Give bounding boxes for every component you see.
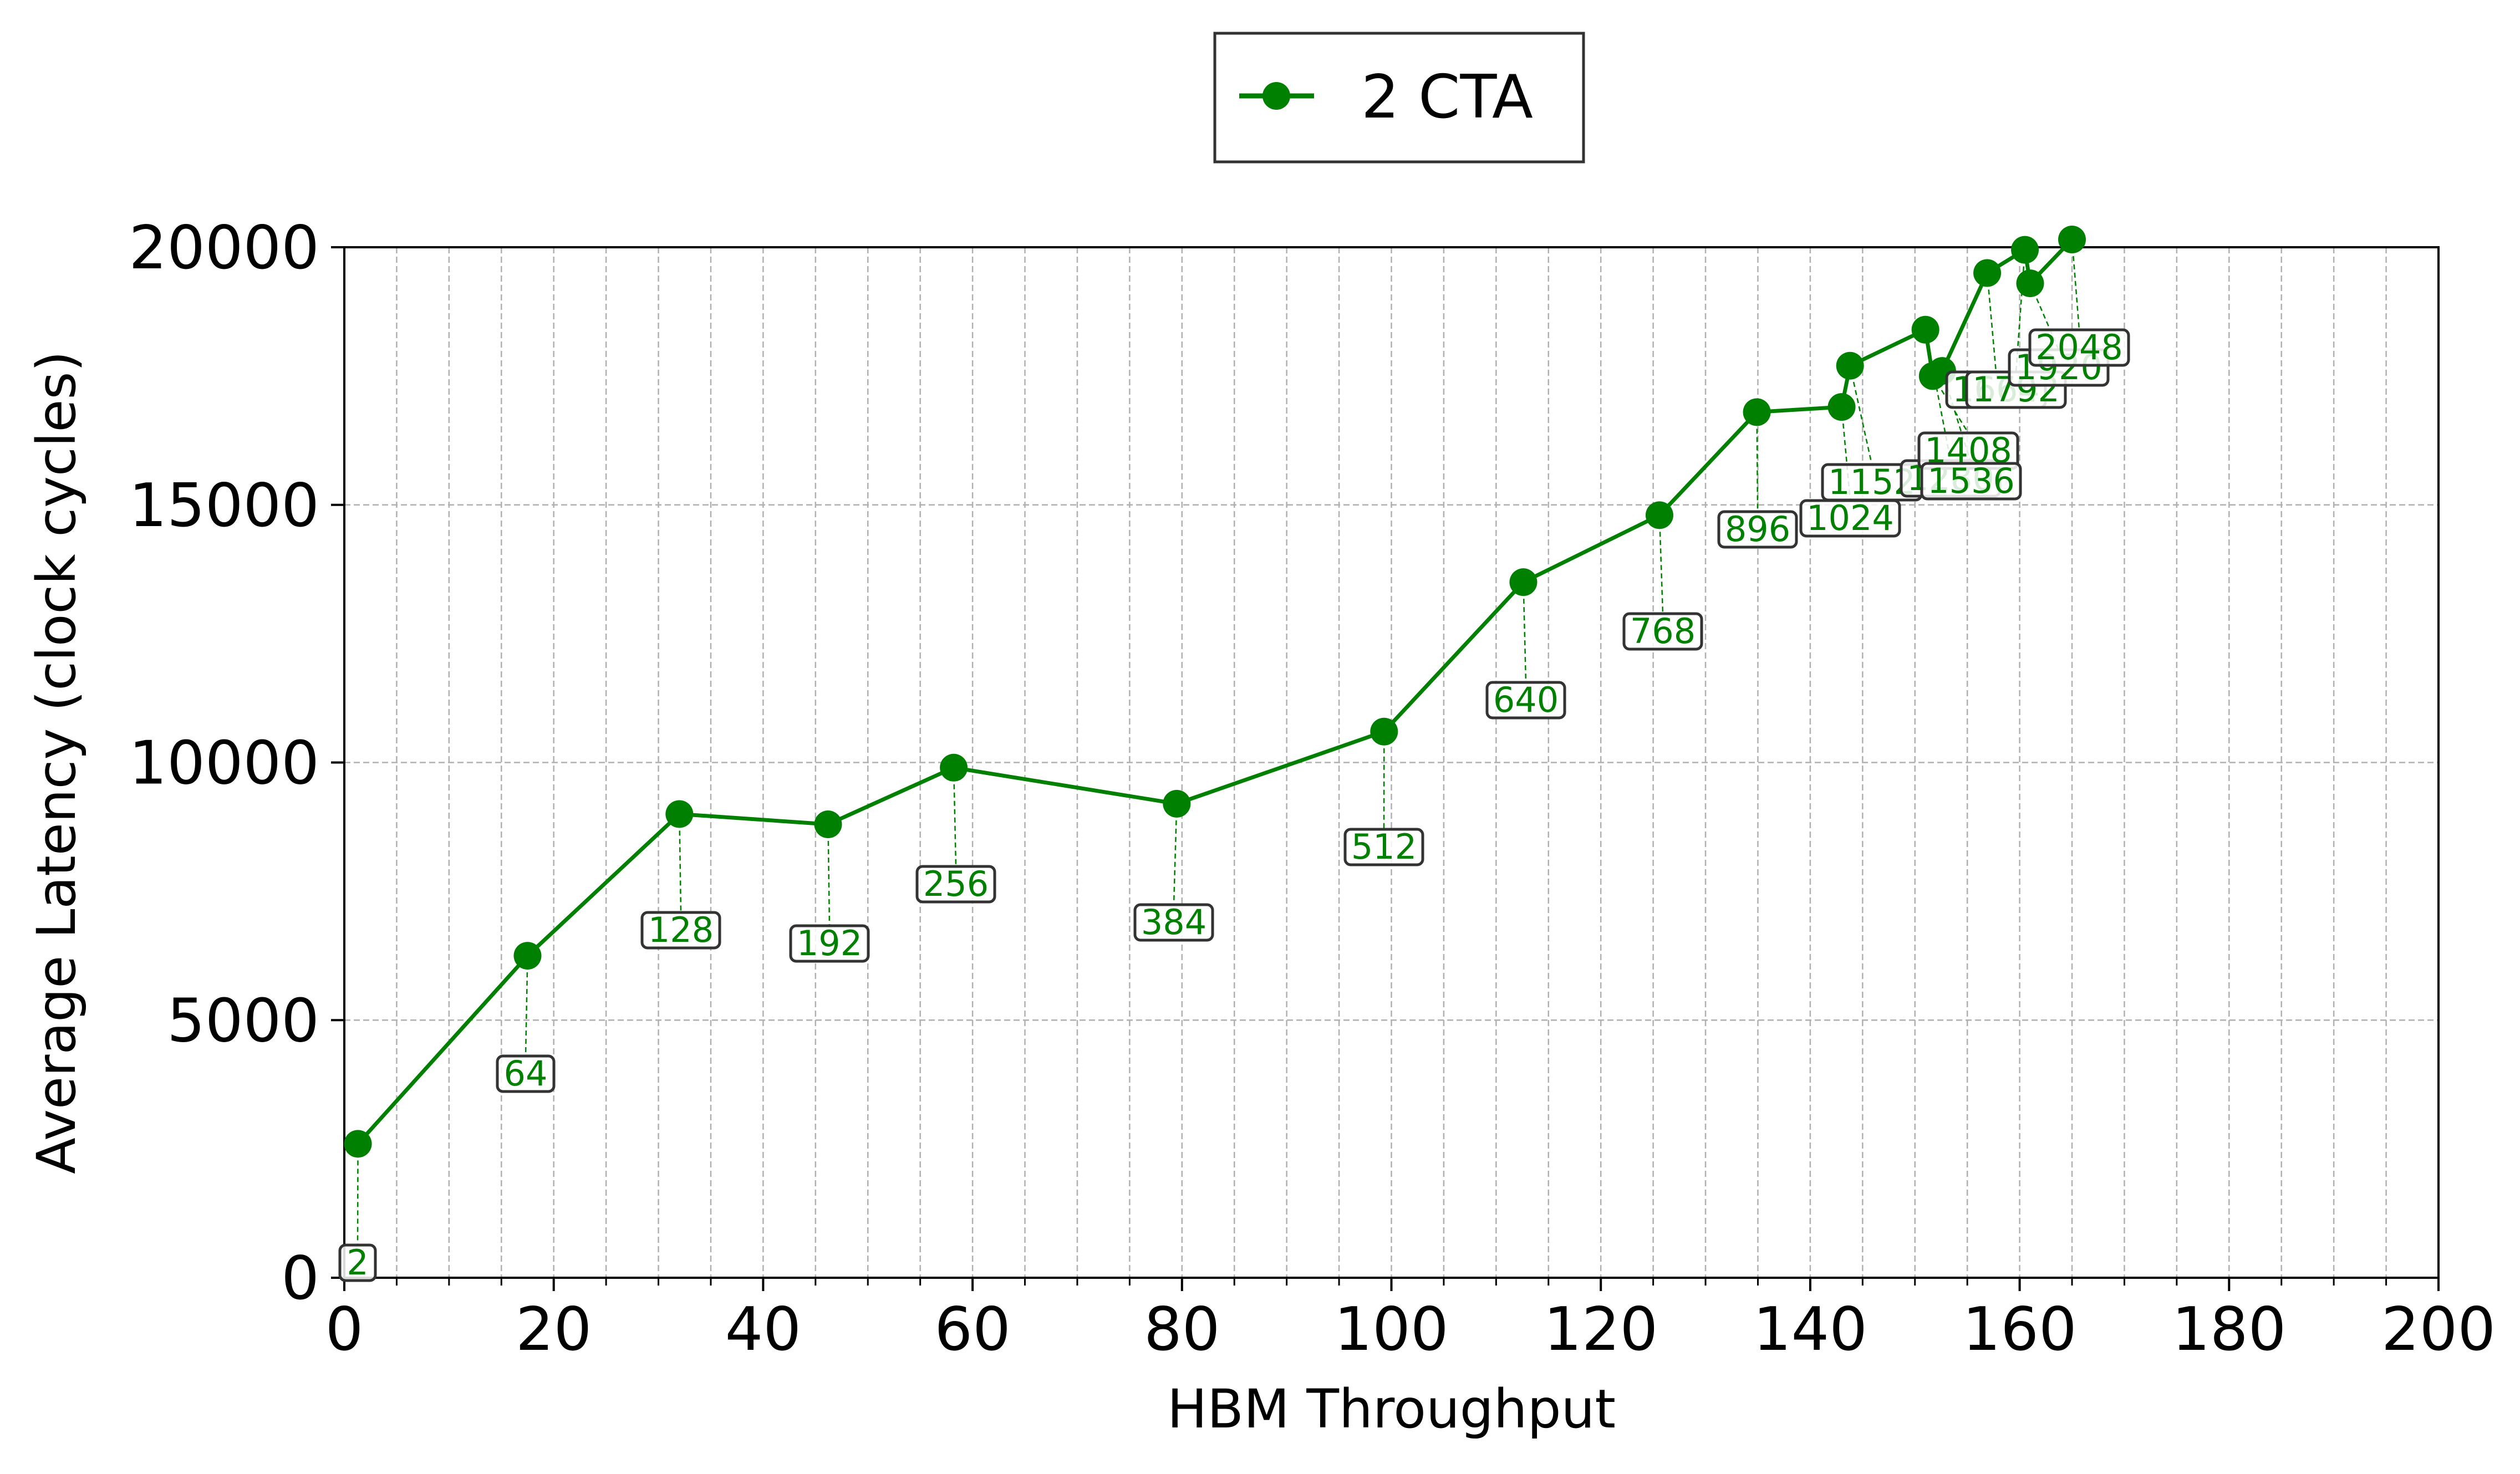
data-point — [814, 810, 842, 838]
data-label: 640 — [1487, 680, 1565, 720]
data-point — [513, 942, 541, 970]
data-label: 768 — [1624, 611, 1702, 651]
x-tick-label: 60 — [934, 1295, 1010, 1364]
data-label: 64 — [497, 1053, 554, 1094]
x-axis-title: HBM Throughput — [1167, 1378, 1616, 1440]
data-point — [1509, 568, 1537, 596]
x-tick-label: 80 — [1144, 1295, 1220, 1364]
x-tick-label: 100 — [1334, 1295, 1448, 1364]
data-label-text: 640 — [1493, 680, 1559, 720]
legend-dot-marker — [1262, 82, 1290, 110]
legend: 2 CTA — [1215, 33, 1584, 162]
data-label-text: 256 — [923, 864, 989, 904]
data-label-text: 768 — [1630, 611, 1696, 651]
y-axis-title: Average Latency (clock cycles) — [26, 351, 88, 1174]
data-point — [1973, 259, 2001, 287]
y-tick-label: 20000 — [129, 213, 319, 283]
data-label-text: 1536 — [1927, 461, 2015, 501]
data-label-text: 192 — [797, 923, 862, 963]
data-point — [1163, 790, 1190, 818]
data-label-text: 512 — [1351, 827, 1417, 867]
data-label: 896 — [1719, 509, 1796, 549]
y-tick-label: 5000 — [167, 986, 319, 1055]
data-label: 256 — [917, 864, 995, 904]
y-tick-label: 15000 — [129, 471, 319, 540]
data-label-text: 64 — [504, 1053, 548, 1094]
data-label: 384 — [1135, 902, 1213, 942]
data-point — [2058, 226, 2086, 253]
x-tick-label: 20 — [516, 1295, 592, 1364]
data-point — [940, 754, 968, 782]
data-label: 2 — [340, 1242, 375, 1283]
data-label-text: 2 — [347, 1242, 368, 1283]
data-label: 1536 — [1922, 461, 2020, 501]
y-tick-label: 0 — [281, 1244, 319, 1313]
data-label-text: 128 — [648, 910, 714, 950]
x-tick-label: 180 — [2172, 1295, 2286, 1364]
data-point — [1370, 718, 1398, 746]
x-tick-label: 140 — [1753, 1295, 1867, 1364]
x-tick-label: 160 — [1963, 1295, 2077, 1364]
data-label-text: 1024 — [1806, 498, 1894, 538]
data-label-text: 384 — [1141, 902, 1206, 942]
data-label-text: 2048 — [2035, 327, 2123, 368]
data-label: 1024 — [1801, 498, 1900, 538]
x-tick-label: 200 — [2381, 1295, 2496, 1364]
data-point — [1828, 393, 1856, 421]
data-point — [344, 1130, 372, 1157]
data-label: 2048 — [2030, 327, 2129, 368]
data-label: 192 — [791, 923, 868, 963]
data-point — [1743, 398, 1771, 426]
x-tick-label: 120 — [1544, 1295, 1658, 1364]
x-tick-label: 0 — [325, 1295, 364, 1364]
x-tick-label: 40 — [725, 1295, 801, 1364]
data-point — [665, 800, 693, 828]
data-label: 512 — [1345, 827, 1423, 867]
y-tick-label: 10000 — [129, 729, 319, 798]
data-point — [2016, 269, 2044, 297]
data-point — [2011, 236, 2039, 264]
data-point — [1646, 501, 1673, 529]
data-label-text: 896 — [1725, 509, 1790, 549]
data-point — [1912, 316, 1939, 344]
data-label: 128 — [642, 910, 720, 950]
legend-series-name: 2 CTA — [1361, 63, 1533, 132]
data-point — [1836, 352, 1864, 380]
